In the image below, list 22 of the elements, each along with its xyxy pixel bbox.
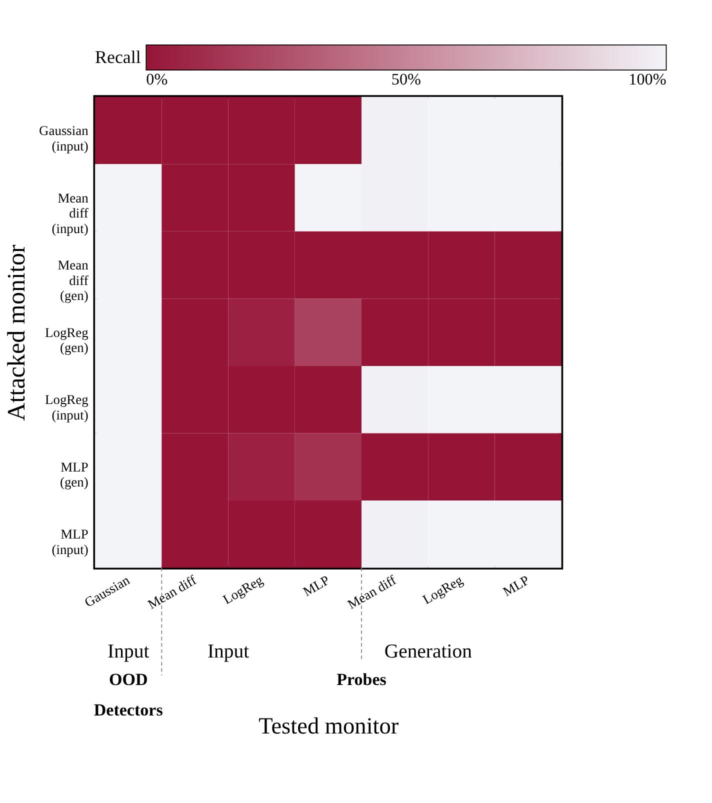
x-tick-label: MLP — [300, 572, 332, 600]
color-bar-label: 0% — [146, 71, 168, 88]
y-tick-label: MLP (input) — [52, 526, 88, 557]
color-bar-label: 50% — [391, 71, 421, 88]
y-tick-label: Gaussian (input) — [39, 123, 89, 154]
y-tick-label: Mean diff (gen) — [58, 258, 89, 304]
y-tick-label: Mean diff (input) — [52, 190, 89, 236]
x-axis-title: Tested monitor — [258, 714, 399, 740]
text: Generation — [384, 640, 472, 662]
x-tick-label: Mean diff — [345, 572, 399, 612]
y-tick-label: LogReg (input) — [45, 392, 89, 422]
text: OOD Detectors — [94, 670, 164, 720]
x-tick-label: MLP — [500, 572, 532, 600]
y-tick-label: LogReg (gen) — [45, 324, 89, 356]
text: Probes — [336, 670, 387, 690]
color-bar-title: Recall — [95, 46, 141, 67]
y-axis-title: Attacked monitor — [4, 244, 31, 421]
text: Input — [108, 640, 150, 662]
x-tick-label: Mean diff — [145, 572, 200, 612]
text: Input — [207, 640, 250, 662]
color-bar-label: 100% — [628, 71, 666, 88]
y-tick-label: MLP (gen) — [60, 459, 88, 490]
